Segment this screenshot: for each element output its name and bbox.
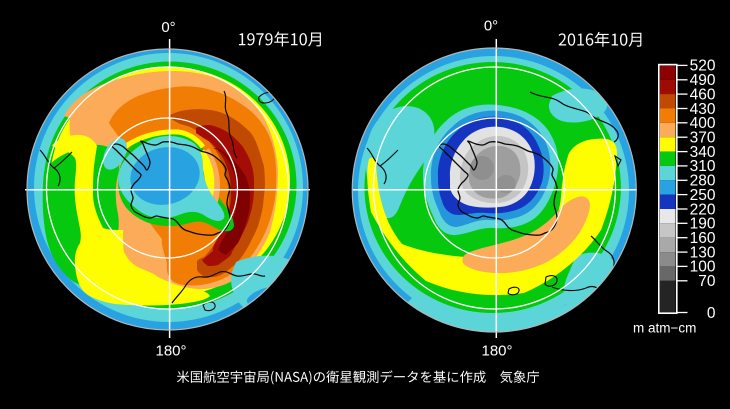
svg-text:220: 220 — [690, 201, 716, 218]
svg-text:100: 100 — [690, 259, 716, 276]
svg-text:340: 340 — [690, 144, 716, 161]
svg-text:430: 430 — [690, 101, 716, 118]
svg-text:400: 400 — [690, 115, 716, 132]
svg-text:460: 460 — [690, 86, 716, 103]
svg-text:160: 160 — [690, 230, 716, 247]
svg-text:0°: 0° — [161, 19, 175, 36]
svg-text:0°: 0° — [484, 18, 498, 35]
svg-text:310: 310 — [690, 158, 716, 175]
svg-text:190: 190 — [690, 216, 716, 233]
svg-text:180°: 180° — [155, 343, 186, 360]
svg-text:370: 370 — [690, 130, 716, 147]
svg-text:280: 280 — [690, 173, 716, 190]
svg-text:m atm−cm: m atm−cm — [633, 321, 696, 336]
svg-text:520: 520 — [690, 58, 716, 75]
svg-text:70: 70 — [698, 273, 716, 290]
svg-text:130: 130 — [690, 244, 716, 261]
svg-text:0: 0 — [707, 305, 716, 322]
svg-text:250: 250 — [690, 187, 716, 204]
svg-text:490: 490 — [690, 72, 716, 89]
svg-text:180°: 180° — [481, 343, 512, 360]
